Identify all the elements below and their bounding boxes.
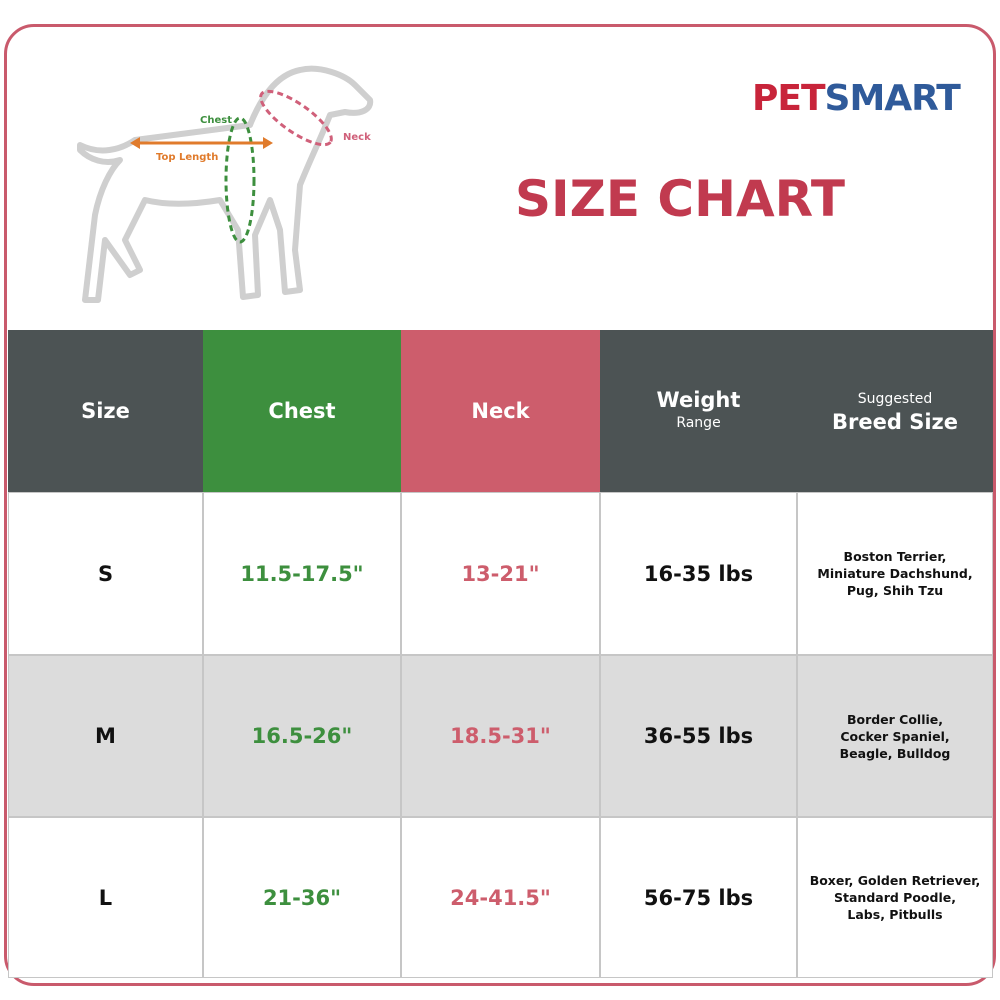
top-length-label: Top Length bbox=[156, 152, 218, 163]
table-cell: 16-35 lbs bbox=[600, 492, 797, 655]
cell-text: 18.5-31" bbox=[450, 724, 551, 748]
cell-text: M bbox=[95, 724, 116, 748]
table-cell: Border Collie, Cocker Spaniel, Beagle, Bul… bbox=[797, 655, 993, 817]
logo: PETSMART bbox=[752, 78, 961, 119]
size-table: Size Chest Neck Weight Range Suggested Breed S… bbox=[8, 330, 993, 978]
table-cell: 16.5-26" bbox=[203, 655, 401, 817]
logo-part: SMART bbox=[824, 78, 961, 119]
breed-text: Boston Terrier, bbox=[843, 549, 947, 564]
header-text: Chest bbox=[268, 399, 336, 423]
header-text: Range bbox=[676, 415, 721, 431]
breed-text: Standard Poodle, bbox=[834, 890, 956, 905]
cell-text: L bbox=[98, 885, 113, 910]
logo-part: PET bbox=[752, 78, 826, 119]
neck-label: Neck bbox=[343, 132, 371, 143]
breed-text: Border Collie, bbox=[846, 711, 944, 727]
cell-text: 24-41.5" bbox=[450, 885, 551, 910]
cell-text: 16.5-26" bbox=[251, 724, 353, 748]
cell-text: S bbox=[97, 561, 114, 586]
dog-diagram: Chest Top Length Neck bbox=[77, 65, 374, 303]
dog-outline bbox=[77, 65, 374, 303]
cell-text: 11.5-17.5" bbox=[240, 561, 364, 586]
chest-label: Chest bbox=[200, 115, 232, 126]
chest-loop bbox=[224, 116, 256, 244]
table-cell: 13-21" bbox=[401, 492, 600, 655]
header-text: Suggested bbox=[857, 391, 933, 407]
header-cell: Suggested Breed Size bbox=[797, 330, 993, 492]
table-cell: L bbox=[8, 817, 203, 978]
header-text: Size bbox=[81, 399, 130, 423]
table-cell: 36-55 lbs bbox=[600, 655, 797, 817]
table-cell: 11.5-17.5" bbox=[203, 492, 401, 655]
header-cell: Chest bbox=[203, 330, 401, 492]
header-cell: Size bbox=[8, 330, 203, 492]
table-cell: 56-75 lbs bbox=[600, 817, 797, 978]
header-text: Neck bbox=[471, 399, 530, 423]
table-cell: Boston Terrier, Miniature Dachshund, Pug, … bbox=[797, 492, 993, 655]
breed-text: Pug, Shih Tzu bbox=[846, 583, 944, 598]
table-cell: M bbox=[8, 655, 203, 817]
header-text: Weight bbox=[656, 388, 741, 412]
breed-text: Labs, Pitbulls bbox=[847, 907, 943, 922]
neck-loop bbox=[259, 89, 333, 147]
table-cell: 21-36" bbox=[203, 817, 401, 978]
header-cell: Neck bbox=[401, 330, 600, 492]
cell-text: 13-21" bbox=[461, 561, 540, 586]
table-cell: S bbox=[8, 492, 203, 655]
breed-text: Miniature Dachshund, bbox=[817, 566, 973, 581]
table-cell: 24-41.5" bbox=[401, 817, 600, 978]
header-cell: Weight Range bbox=[600, 330, 797, 492]
title: SIZE CHART bbox=[515, 170, 846, 228]
breed-text: Cocker Spaniel, bbox=[840, 728, 950, 744]
cell-text: 16-35 lbs bbox=[643, 561, 754, 586]
cell-text: 56-75 lbs bbox=[643, 885, 754, 910]
breed-text: Beagle, Bulldog bbox=[839, 745, 951, 761]
table-cell: Boxer, Golden Retriever, Standard Poodle,… bbox=[797, 817, 993, 978]
table-cell: 18.5-31" bbox=[401, 655, 600, 817]
breed-text: Boxer, Golden Retriever, bbox=[809, 873, 981, 888]
cell-text: 21-36" bbox=[262, 885, 342, 910]
cell-text: 36-55 lbs bbox=[643, 724, 754, 748]
header-text: Breed Size bbox=[832, 410, 958, 434]
